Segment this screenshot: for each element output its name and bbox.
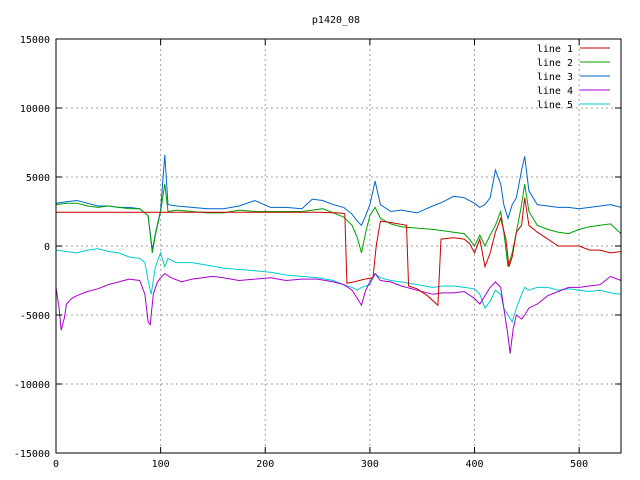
- x-tick-label: 300: [361, 459, 379, 470]
- x-tick-label: 500: [570, 459, 588, 470]
- x-tick-label: 100: [152, 459, 170, 470]
- legend-label-2: line 2: [537, 58, 573, 69]
- series-line-4: [55, 272, 622, 354]
- y-tick-label: -10000: [14, 380, 50, 391]
- y-tick-label: 5000: [26, 173, 50, 184]
- y-tick-label: 15000: [20, 35, 50, 46]
- y-tick-label: -5000: [20, 311, 50, 322]
- axis-ticks: 0 100 200 300 400 500 -15000 -10000 -5000 0 5000 10…: [14, 35, 621, 470]
- series-line-2: [55, 183, 622, 267]
- legend-label-3: line 3: [537, 72, 573, 83]
- legend-label-4: line 4: [537, 86, 573, 97]
- legend-label-1: line 1: [537, 44, 573, 55]
- y-tick-label: 10000: [20, 104, 50, 115]
- y-tick-label: -15000: [14, 449, 50, 460]
- series-line-1: [56, 197, 622, 307]
- x-tick-label: 400: [465, 459, 483, 470]
- x-tick-label: 200: [256, 459, 274, 470]
- series-line-3: [55, 154, 622, 251]
- series-layer: [55, 154, 622, 354]
- x-tick-label: 0: [53, 459, 59, 470]
- chart-title: p1420_08: [312, 15, 360, 26]
- legend-label-5: line 5: [537, 100, 573, 111]
- series-line-5: [55, 248, 622, 324]
- y-tick-label: 0: [44, 242, 50, 253]
- legend: line 1 line 2 line 3 line 4 line 5: [537, 44, 610, 111]
